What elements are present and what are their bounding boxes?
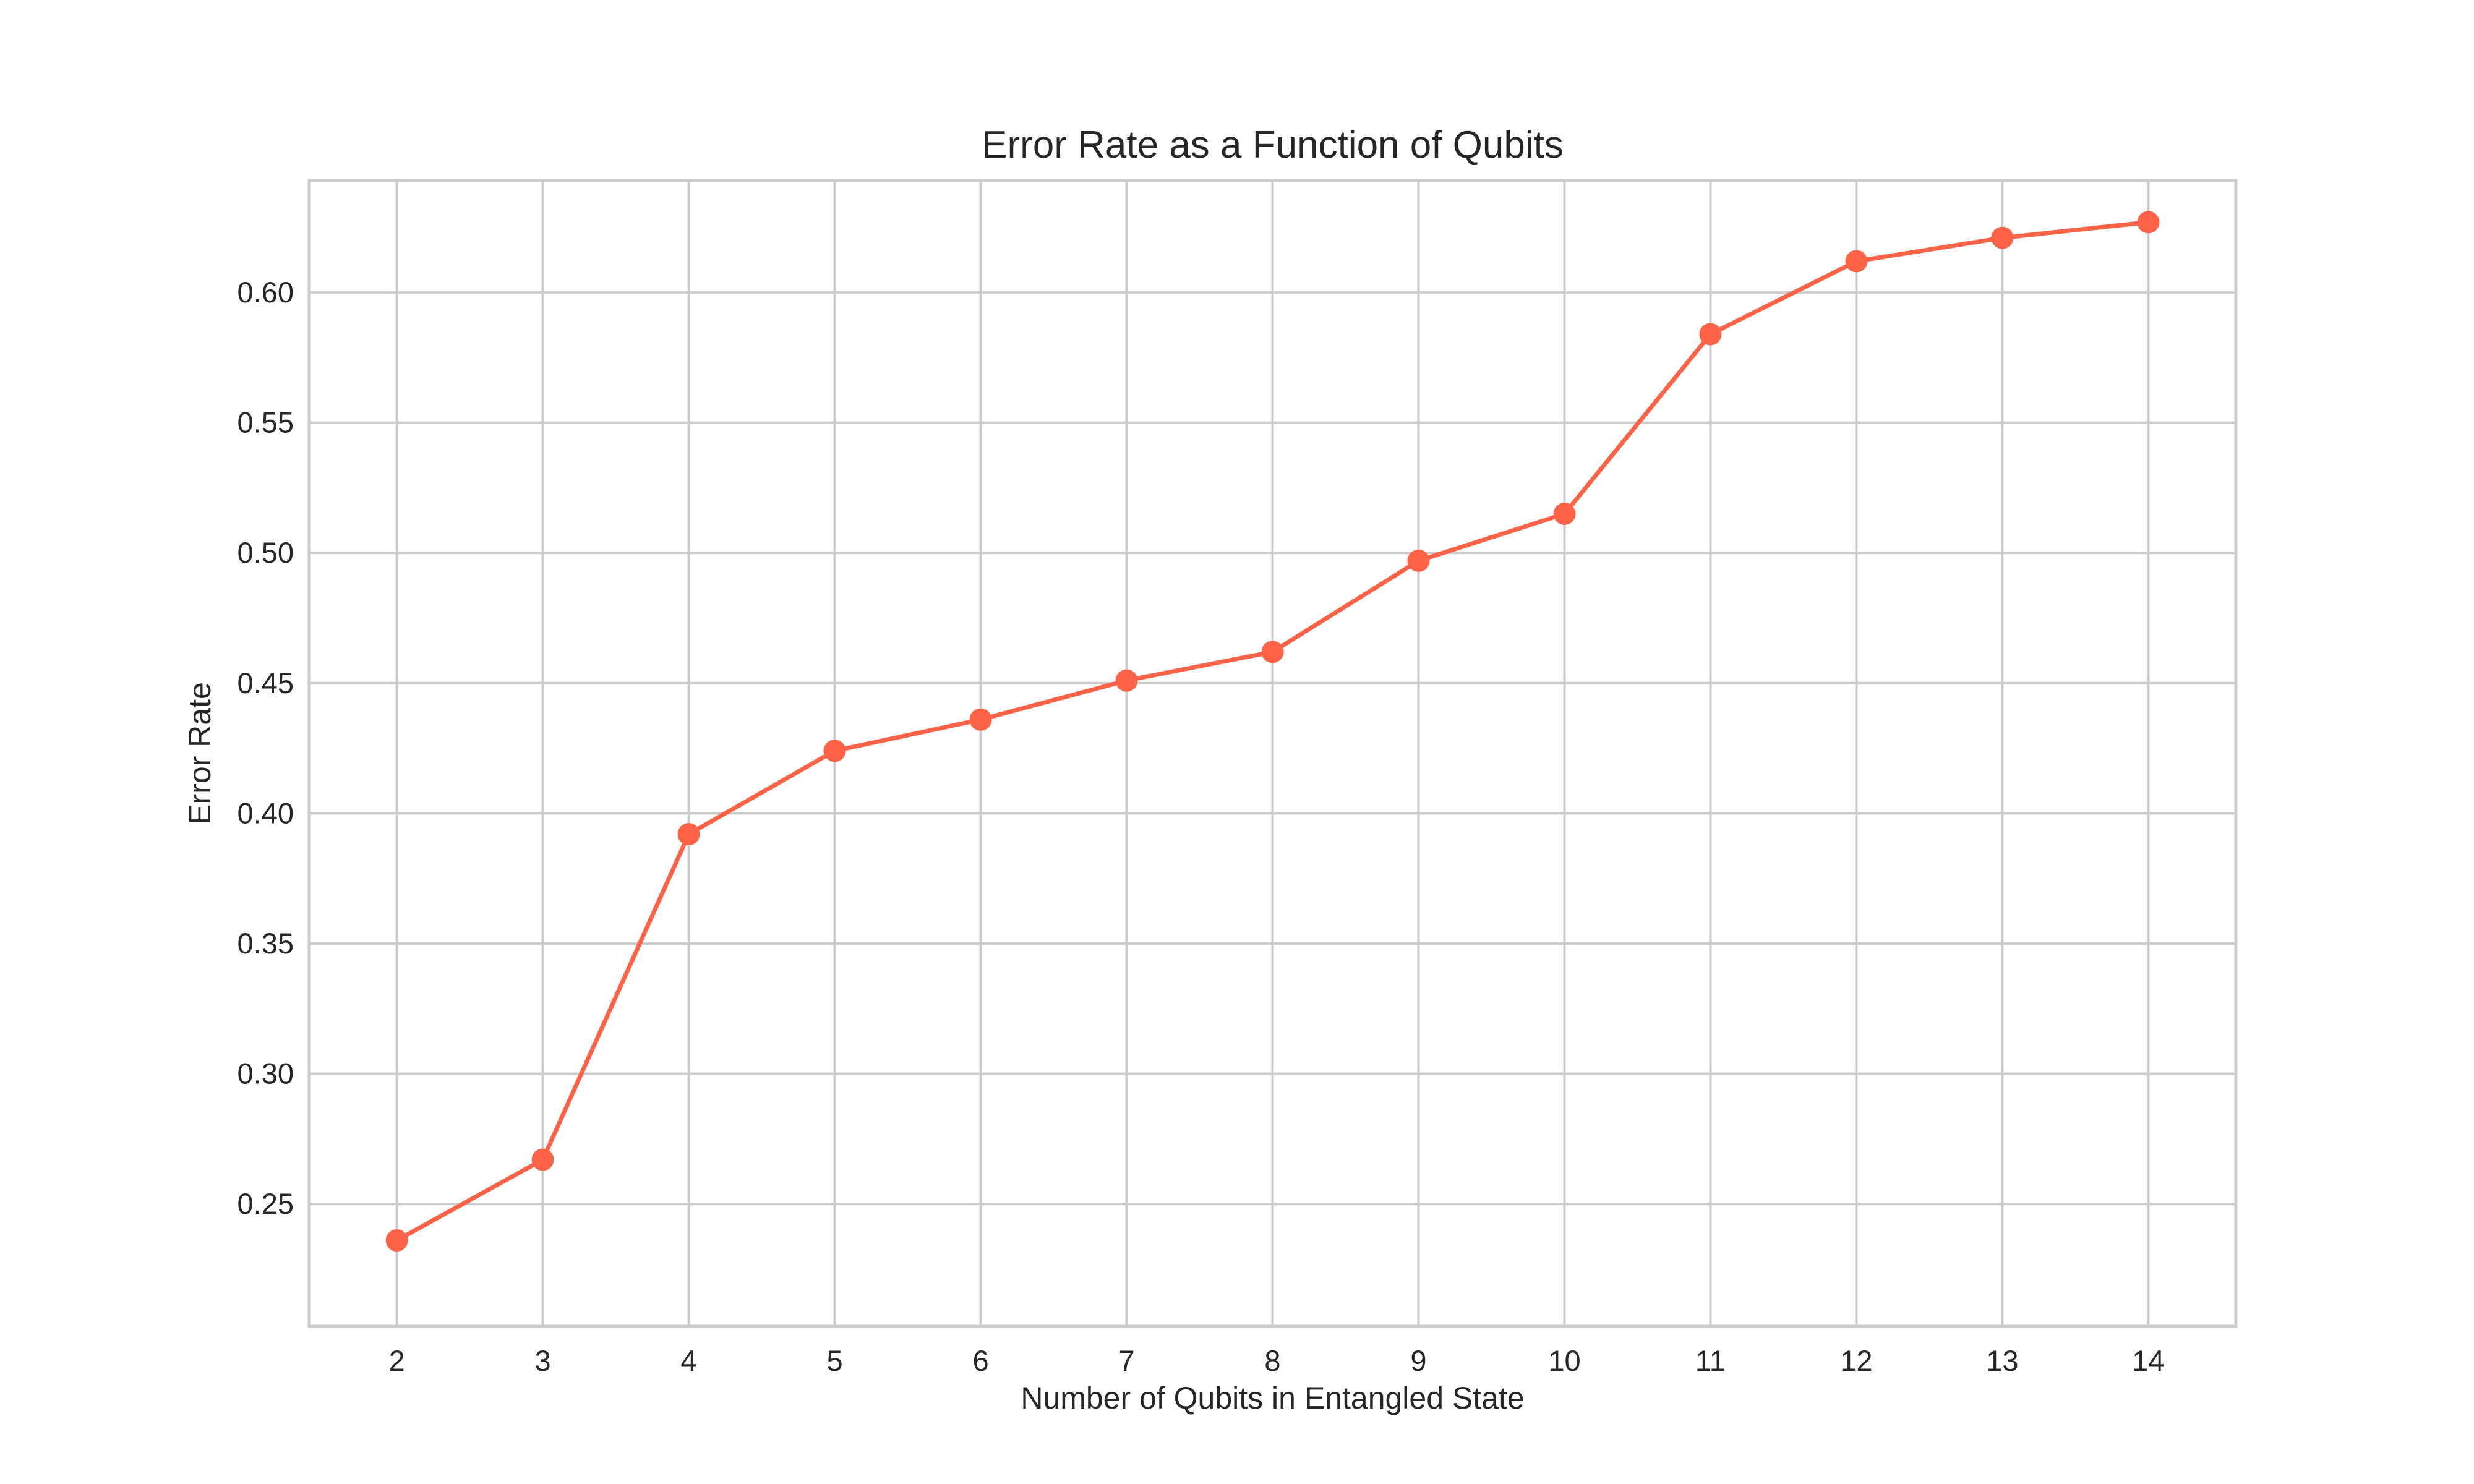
data-point xyxy=(1261,641,1284,663)
x-tick-label: 8 xyxy=(1264,1344,1280,1377)
x-tick-label: 3 xyxy=(535,1344,551,1377)
x-tick-label: 13 xyxy=(1986,1344,2018,1377)
x-tick-label: 14 xyxy=(2132,1344,2164,1377)
grid-layer xyxy=(309,181,2236,1326)
x-axis-label: Number of Qubits in Entangled State xyxy=(1021,1381,1524,1415)
series-layer xyxy=(385,211,2160,1252)
plot-frame xyxy=(307,179,2238,1328)
x-tick-label: 11 xyxy=(1695,1344,1726,1377)
data-point xyxy=(2137,211,2160,234)
x-tick-label: 9 xyxy=(1410,1344,1426,1377)
y-tick-label: 0.50 xyxy=(238,536,294,569)
data-point xyxy=(1115,669,1138,692)
x-tick-label: 10 xyxy=(1548,1344,1580,1377)
data-point xyxy=(531,1148,554,1171)
data-point xyxy=(1407,549,1430,572)
y-tick-label: 0.60 xyxy=(238,276,294,309)
x-tick-label: 7 xyxy=(1118,1344,1134,1377)
data-point xyxy=(385,1229,408,1252)
x-tick-label: 6 xyxy=(972,1344,988,1377)
y-tick-label: 0.35 xyxy=(238,927,294,960)
y-tick-label: 0.40 xyxy=(238,796,294,829)
x-tick-label: 12 xyxy=(1840,1344,1872,1377)
data-point xyxy=(677,823,700,846)
data-point xyxy=(823,740,846,762)
data-point xyxy=(969,708,992,731)
data-point xyxy=(1845,250,1868,273)
data-point xyxy=(1991,226,2014,249)
data-point xyxy=(1553,503,1576,526)
y-tick-label: 0.55 xyxy=(238,406,294,439)
y-tick-label: 0.45 xyxy=(238,667,294,699)
y-tick-label: 0.30 xyxy=(238,1057,294,1090)
x-tick-label: 2 xyxy=(389,1344,405,1377)
data-point xyxy=(1699,323,1722,346)
y-tick-label: 0.25 xyxy=(238,1187,294,1220)
x-tick-label: 4 xyxy=(680,1344,696,1377)
y-axis-label: Error Rate xyxy=(182,682,217,825)
y-tick-labels: 0.25 0.30 0.35 0.40 0.45 0.50 0.55 0.60 xyxy=(238,276,294,1220)
x-tick-labels: 2 3 4 5 6 7 8 9 10 11 12 13 14 xyxy=(389,1344,2165,1377)
chart-title: Error Rate as a Function of Qubits xyxy=(982,124,1564,166)
x-tick-label: 5 xyxy=(826,1344,842,1377)
